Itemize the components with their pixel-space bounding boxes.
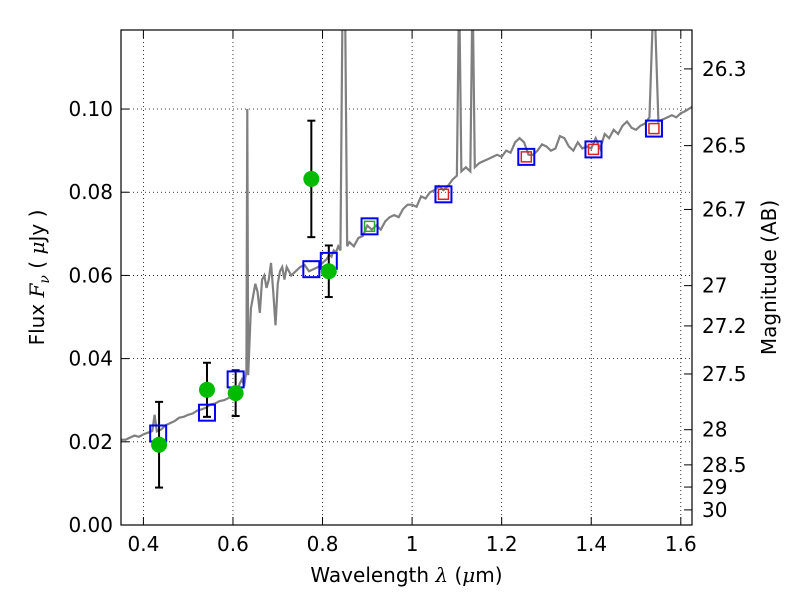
model-point-inner: [587, 143, 600, 156]
magnitude-tick-label: 29: [702, 475, 727, 499]
magnitude-tick-label: 27.2: [702, 314, 747, 338]
x-tick-label: 1.2: [486, 532, 518, 556]
ticks: 0.4 0.6 0.8 1 1.2 1.4 1.6 0.00 0.02 0.04 0.06 0.08 0…: [68, 30, 747, 556]
model-point-inner: [520, 151, 533, 163]
magnitude-tick-label: 30: [702, 498, 727, 522]
y-tick-label: 0.04: [68, 347, 113, 371]
y-tick-label: 0.02: [68, 430, 113, 454]
magnitude-axis-label: Magnitude (AB): [757, 200, 781, 355]
observed-point: [227, 385, 244, 402]
observed-point: [303, 170, 320, 187]
magnitude-tick-label: 26.3: [702, 57, 747, 81]
model-point: [584, 140, 603, 159]
observed-points: [151, 170, 337, 453]
x-axis-label: Wavelength λ (μm): [310, 563, 502, 587]
model-point-inner: [363, 220, 376, 233]
model-point-inner: [648, 122, 660, 135]
observed-point: [151, 436, 168, 453]
x-tick-label: 0.8: [307, 532, 339, 556]
model-point: [197, 403, 216, 422]
y-tick-label: 0.10: [68, 97, 113, 121]
model-point: [434, 185, 453, 204]
model-point: [360, 217, 379, 236]
y-tick-label: 0.06: [68, 263, 113, 287]
y-tick-label: 0.08: [68, 180, 113, 204]
magnitude-tick-label: 27: [702, 274, 727, 298]
magnitude-tick-label: 27.5: [702, 362, 747, 386]
x-tick-label: 1.6: [665, 532, 697, 556]
magnitude-tick-label: 28: [702, 418, 727, 442]
plot-frame: [120, 29, 693, 526]
magnitude-tick-label: 28.5: [702, 453, 747, 477]
model-point: [517, 147, 536, 166]
spectrum-series: [121, 30, 692, 441]
y-tick-label: 0.00: [68, 513, 113, 537]
x-tick-label: 1: [406, 532, 419, 556]
observed-point: [320, 263, 337, 280]
spectrum-line: [121, 30, 692, 441]
model-points: [149, 119, 663, 443]
x-tick-label: 0.6: [217, 532, 249, 556]
model-point: [302, 260, 321, 279]
x-tick-label: 0.4: [127, 532, 159, 556]
magnitude-tick-label: 26.5: [702, 134, 747, 158]
x-tick-label: 1.4: [575, 532, 607, 556]
grid: [121, 30, 692, 526]
model-point: [644, 119, 663, 138]
y-axis-label: Flux Fν ( μJy ): [25, 210, 53, 346]
model-point-inner: [437, 188, 450, 201]
observed-point: [198, 381, 215, 398]
magnitude-tick-label: 26.7: [702, 197, 747, 221]
